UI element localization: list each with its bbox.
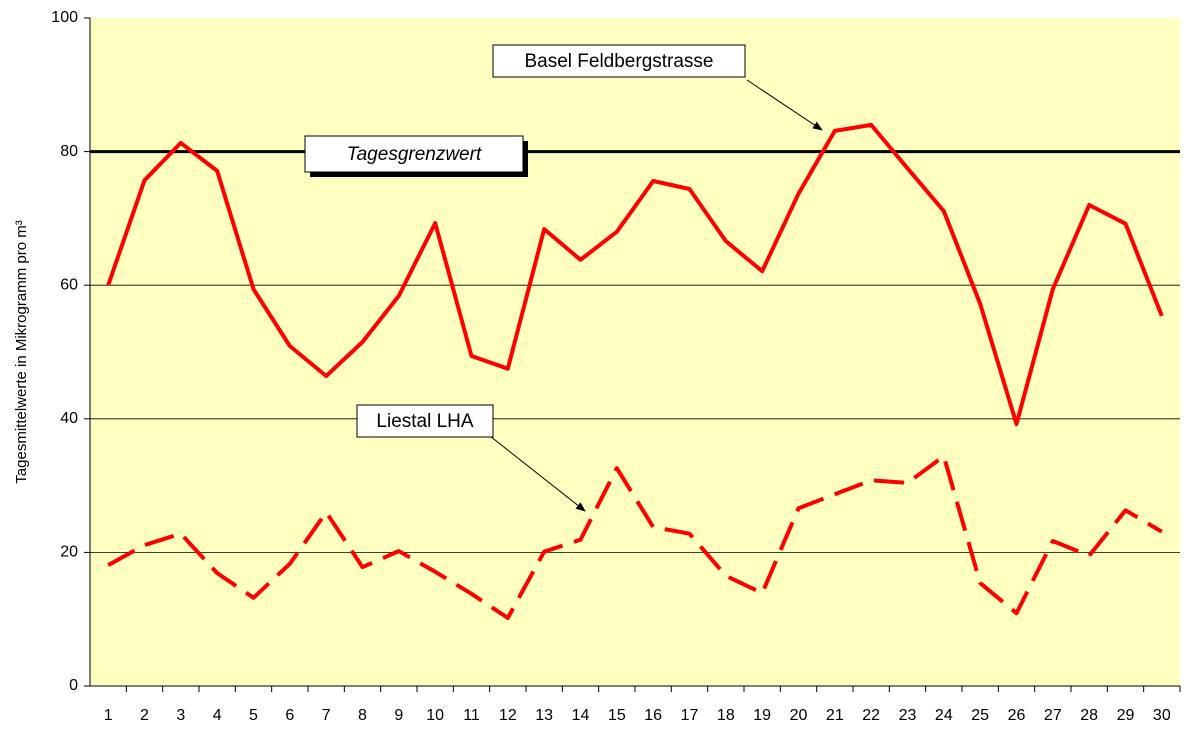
y-tick-label: 60 (60, 276, 78, 293)
x-tick-label: 6 (285, 707, 294, 724)
x-tick-label: 23 (899, 707, 917, 724)
series-label: Liestal LHA (376, 411, 473, 432)
y-tick-label: 80 (60, 143, 78, 160)
x-tick-label: 9 (394, 707, 403, 724)
annotation-box (304, 135, 524, 173)
x-tick-label: 14 (572, 707, 590, 724)
x-tick-label: 28 (1080, 707, 1098, 724)
data-line (107, 454, 1163, 620)
x-tick-label: 8 (358, 707, 367, 724)
plot-area (90, 18, 1180, 686)
data-line (106, 122, 1164, 427)
x-tick-label: 29 (1117, 707, 1135, 724)
x-tick-label: 16 (644, 707, 662, 724)
x-tick-label: 19 (753, 707, 771, 724)
x-tick-label: 5 (249, 707, 258, 724)
x-tick-label: 1 (104, 707, 113, 724)
x-tick-label: 7 (322, 707, 331, 724)
y-tick-label: 100 (51, 9, 78, 26)
x-tick-label: 15 (608, 707, 626, 724)
y-axis-label: Tagesmittelwerte in Mikrogramm pro m³ (13, 220, 30, 483)
x-tick-label: 13 (535, 707, 553, 724)
threshold-label: Tagesgrenzwert (347, 144, 482, 165)
x-tick-label: 26 (1008, 707, 1026, 724)
annotation-arrow (489, 435, 586, 512)
y-tick-label: 0 (69, 677, 78, 694)
x-tick-label: 10 (426, 707, 444, 724)
x-tick-label: 21 (826, 707, 844, 724)
x-tick-label: 25 (971, 707, 989, 724)
annotation-arrow (746, 79, 823, 131)
x-tick-label: 12 (499, 707, 517, 724)
x-tick-label: 11 (463, 707, 480, 724)
x-tick-label: 4 (213, 707, 222, 724)
x-tick-label: 30 (1153, 707, 1171, 724)
x-tick-label: 27 (1044, 707, 1062, 724)
x-tick-label: 18 (717, 707, 735, 724)
x-tick-label: 17 (681, 707, 699, 724)
annotation-box (492, 44, 746, 78)
x-tick-label: 22 (862, 707, 880, 724)
annotation-box (356, 404, 494, 438)
x-tick-label: 3 (176, 707, 185, 724)
series-label: Basel Feldbergstrasse (524, 51, 713, 72)
x-tick-label: 20 (790, 707, 808, 724)
x-tick-label: 2 (140, 707, 149, 724)
x-tick-label: 24 (935, 707, 953, 724)
y-tick-label: 20 (60, 544, 78, 561)
y-tick-label: 40 (60, 410, 78, 427)
